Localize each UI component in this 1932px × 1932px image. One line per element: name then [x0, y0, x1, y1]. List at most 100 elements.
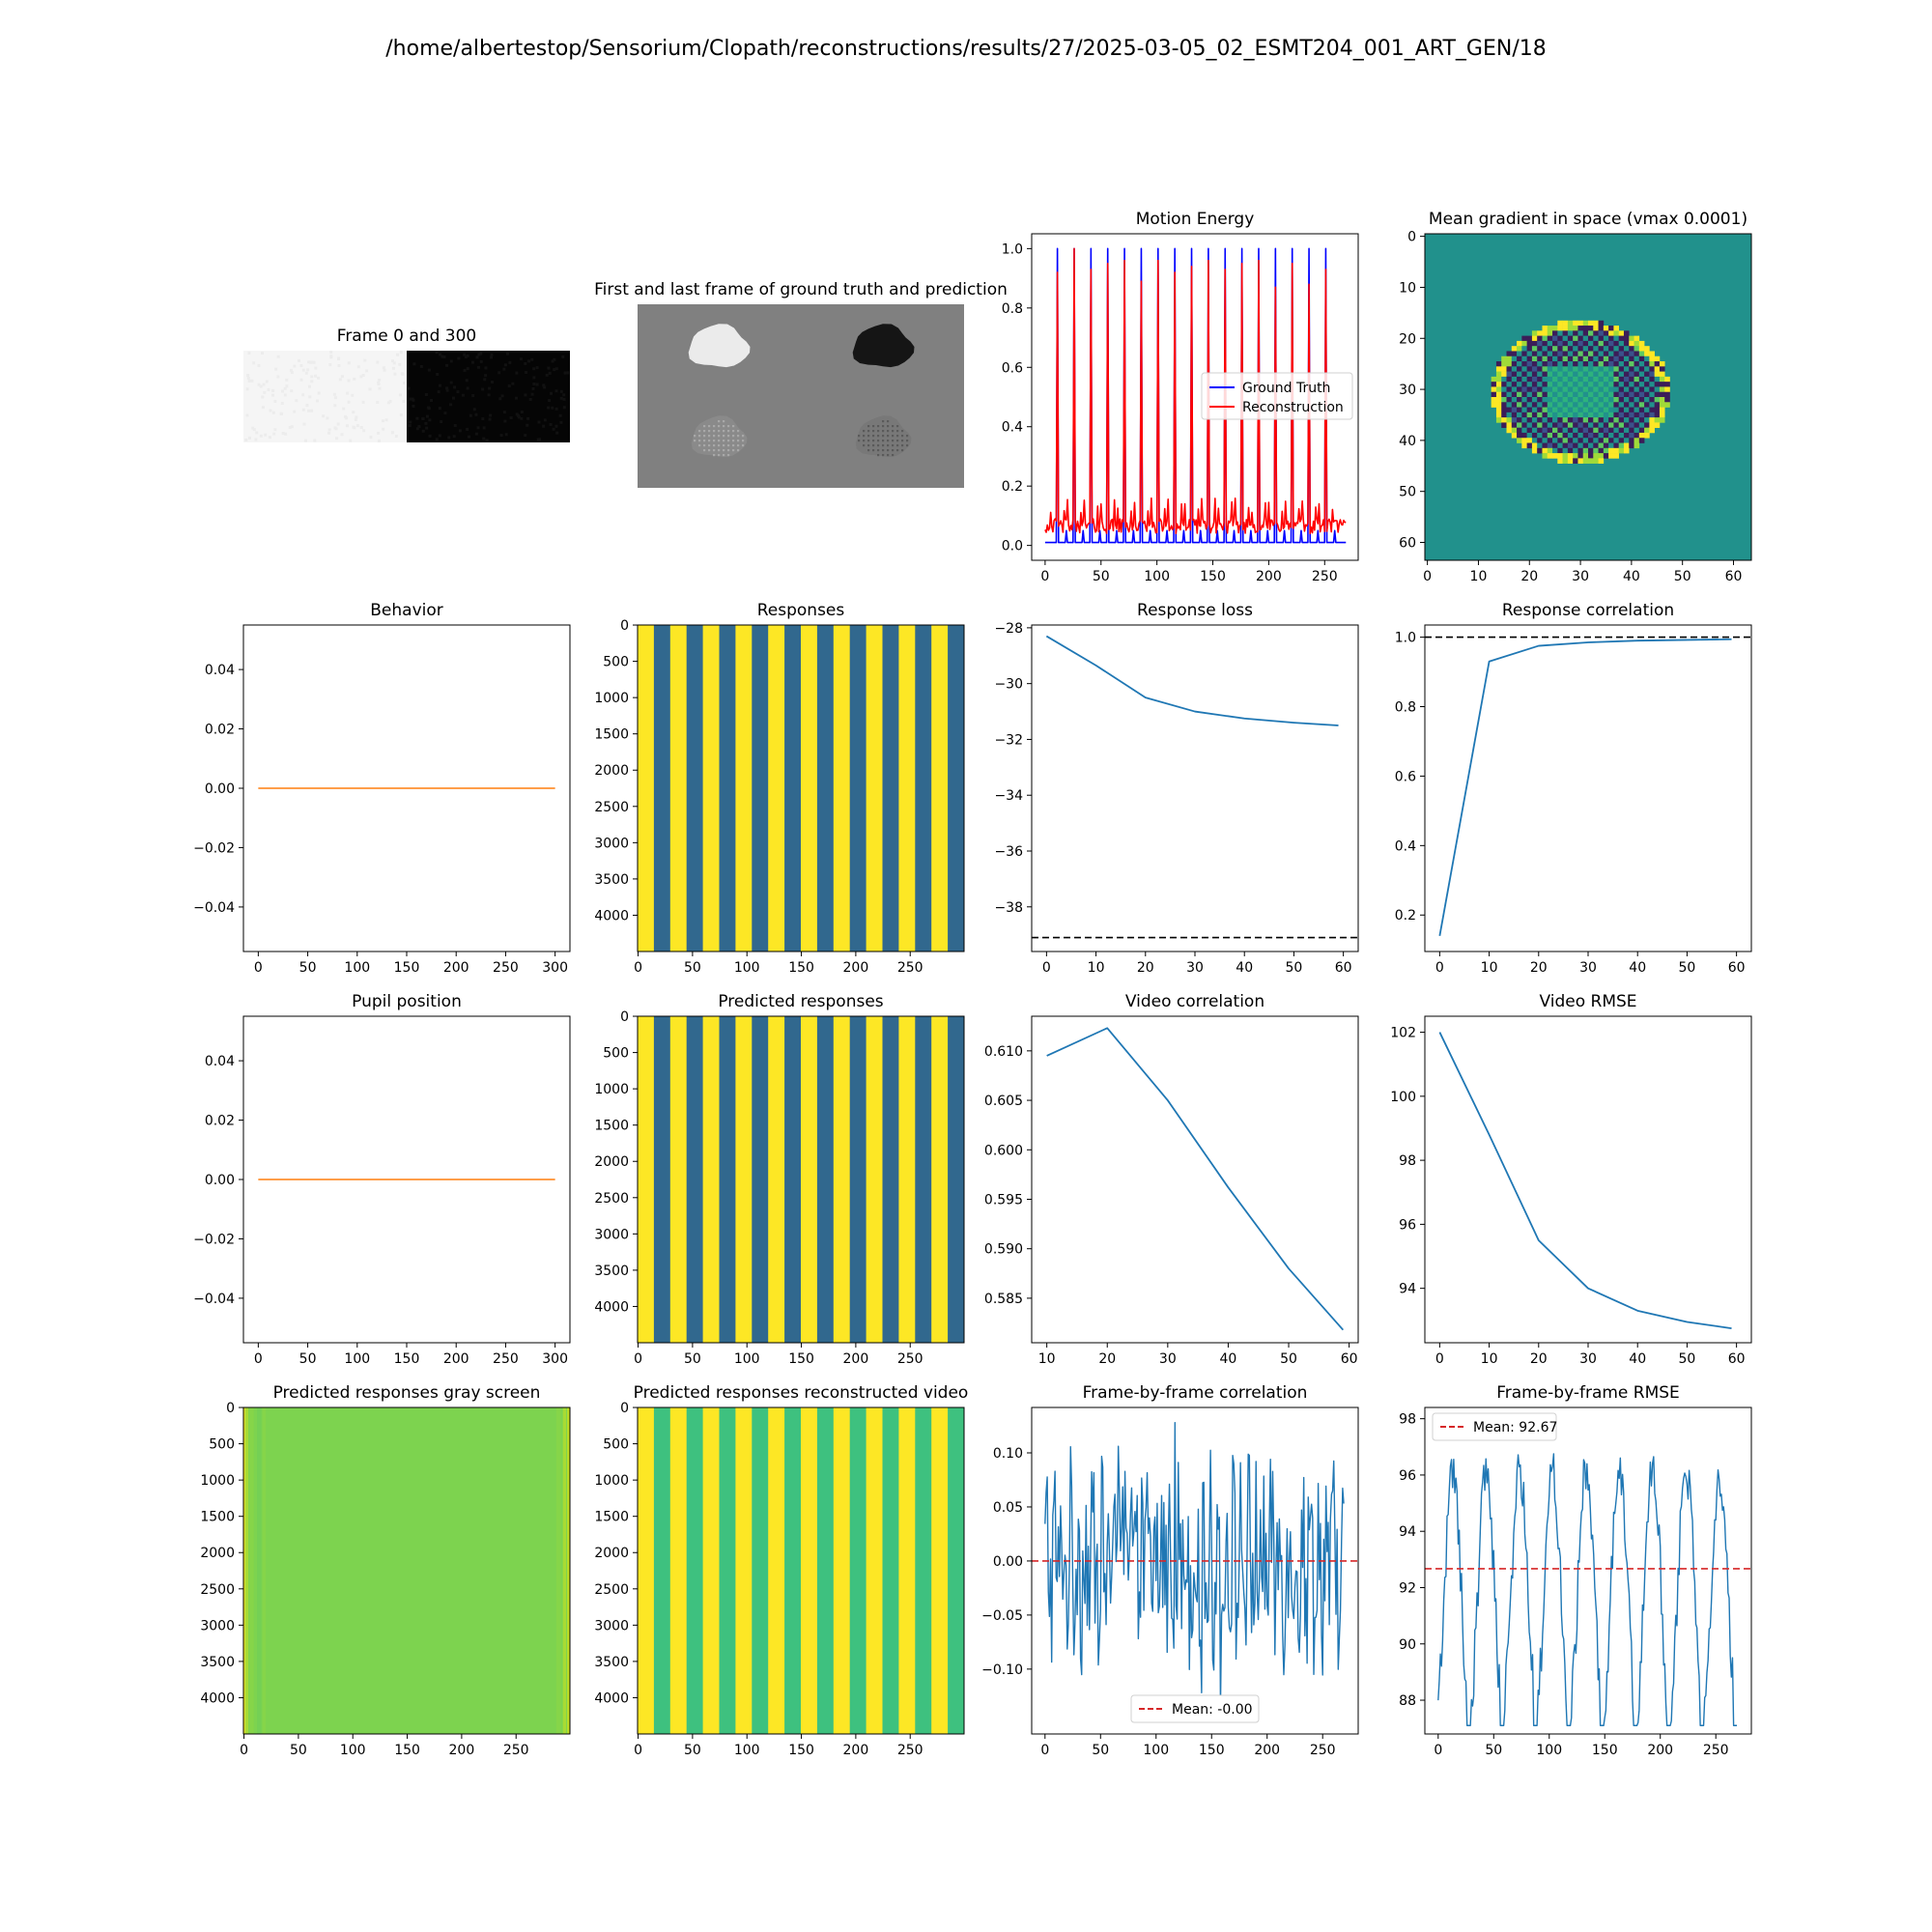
heatmap-cell: [1613, 361, 1619, 367]
heatmap-cell: [1547, 335, 1553, 342]
heatmap-cell: [1588, 427, 1594, 434]
noise-pixel: [377, 431, 381, 435]
heatmap-cell: [1573, 397, 1578, 403]
heatmap-cell: [1573, 386, 1578, 393]
series-line: [1044, 1421, 1345, 1708]
heatmap-cell: [1521, 366, 1527, 372]
heatmap-cell: [1547, 386, 1553, 393]
pred-first-pixel: [727, 449, 730, 452]
heatmap-cell: [1511, 351, 1518, 357]
heatmap-cell: [1582, 438, 1589, 443]
stripe-band: [784, 1407, 802, 1734]
heatmap-cell: [1491, 391, 1497, 398]
pred-last-pixel: [896, 435, 899, 438]
pred-first-pixel: [708, 430, 711, 433]
noise-pixel: [559, 396, 563, 400]
heatmap-cell: [1588, 361, 1594, 367]
heatmap-cell: [1623, 438, 1630, 443]
heatmap-cell: [1557, 402, 1563, 408]
x-tick-label: 0: [1435, 1351, 1444, 1367]
heatmap-cell: [1517, 366, 1522, 372]
heatmap-cell: [1582, 447, 1589, 454]
heatmap-cell: [1552, 335, 1558, 342]
y-tick-label: 1000: [594, 1473, 629, 1489]
x-tick-label: 10: [1088, 960, 1105, 976]
heatmap-cell: [1638, 361, 1645, 367]
pred-last-pixel: [882, 425, 885, 428]
heatmap-cell: [1577, 355, 1584, 362]
heatmap-cell: [1506, 412, 1513, 418]
noise-pixel: [526, 423, 529, 427]
noise-pixel: [396, 353, 400, 356]
series-reconstruction: [1044, 247, 1347, 535]
y-tick-label: 1500: [594, 1510, 629, 1525]
heatmap-cell: [1567, 361, 1574, 367]
heatmap-cell: [1618, 402, 1625, 408]
y-tick-label: 0.4: [1395, 838, 1416, 854]
heatmap-cell: [1521, 361, 1527, 367]
noise-pixel: [543, 385, 547, 389]
noise-pixel: [310, 375, 314, 379]
heatmap-cell: [1603, 391, 1609, 398]
heatmap-cell: [1654, 355, 1661, 362]
heatmap-cell: [1613, 422, 1619, 428]
noise-pixel: [436, 372, 440, 376]
heatmap-cell: [1659, 417, 1665, 423]
pred-last-pixel: [858, 435, 861, 438]
x-tick-label: 60: [1728, 1351, 1746, 1367]
pred-last-pixel: [887, 420, 890, 423]
heatmap-cell: [1582, 340, 1589, 347]
heatmap-cell: [1618, 447, 1625, 454]
heatmap-cell: [1613, 447, 1619, 454]
noise-pixel: [535, 366, 539, 370]
heatmap-cell: [1608, 417, 1614, 423]
noise-pixel: [313, 439, 317, 442]
heatmap-cell: [1618, 371, 1625, 378]
noise-pixel: [347, 400, 351, 404]
noise-pixel: [554, 424, 558, 428]
subplot-predicted-recon-video: Predicted responses reconstructed video0…: [594, 1383, 968, 1758]
noise-pixel: [428, 434, 432, 438]
heatmap-cell: [1573, 447, 1578, 454]
heatmap-cell: [1608, 346, 1614, 352]
heatmap-cell: [1629, 417, 1634, 423]
heatmap-cell: [1577, 340, 1584, 347]
heatmap-cell: [1629, 422, 1634, 428]
heatmap-cell: [1649, 412, 1655, 418]
pred-last-pixel: [858, 440, 861, 442]
y-tick-label: −0.02: [193, 840, 235, 856]
y-tick-label: 0.4: [1002, 420, 1023, 436]
heatmap-cell: [1517, 427, 1522, 434]
y-tick-label: 20: [1399, 331, 1416, 347]
heatmap-cell: [1634, 382, 1640, 387]
noise-pixel: [427, 368, 431, 372]
heatmap-cell: [1567, 340, 1574, 347]
heatmap-cell: [1495, 382, 1502, 387]
x-tick-label: 0: [634, 960, 642, 976]
x-tick-label: 250: [897, 960, 923, 976]
noise-pixel: [392, 361, 396, 365]
heatmap-cell: [1577, 442, 1584, 449]
heatmap-cell: [1634, 417, 1640, 423]
pred-first-pixel: [708, 435, 711, 438]
noise-pixel: [290, 425, 294, 429]
heatmap-cell: [1526, 346, 1533, 352]
stripe-band: [669, 625, 688, 952]
heatmap-cell: [1577, 366, 1584, 372]
heatmap-cell: [1629, 391, 1634, 398]
pred-first-pixel: [727, 425, 730, 428]
y-tick-label: 1000: [594, 1082, 629, 1097]
x-tick-label: 150: [1592, 1743, 1618, 1758]
noise-pixel: [549, 422, 553, 426]
stripe-band: [948, 1407, 965, 1734]
heatmap-cell: [1608, 453, 1614, 459]
heatmap-cell: [1562, 407, 1569, 413]
heatmap-cell: [1567, 397, 1574, 403]
heatmap-cell: [1537, 447, 1543, 454]
heatmap-cell: [1542, 447, 1548, 454]
heatmap-cell: [1664, 386, 1670, 393]
noise-pixel: [469, 413, 472, 417]
noise-pixel: [476, 426, 480, 430]
heatmap-cell: [1613, 376, 1619, 383]
